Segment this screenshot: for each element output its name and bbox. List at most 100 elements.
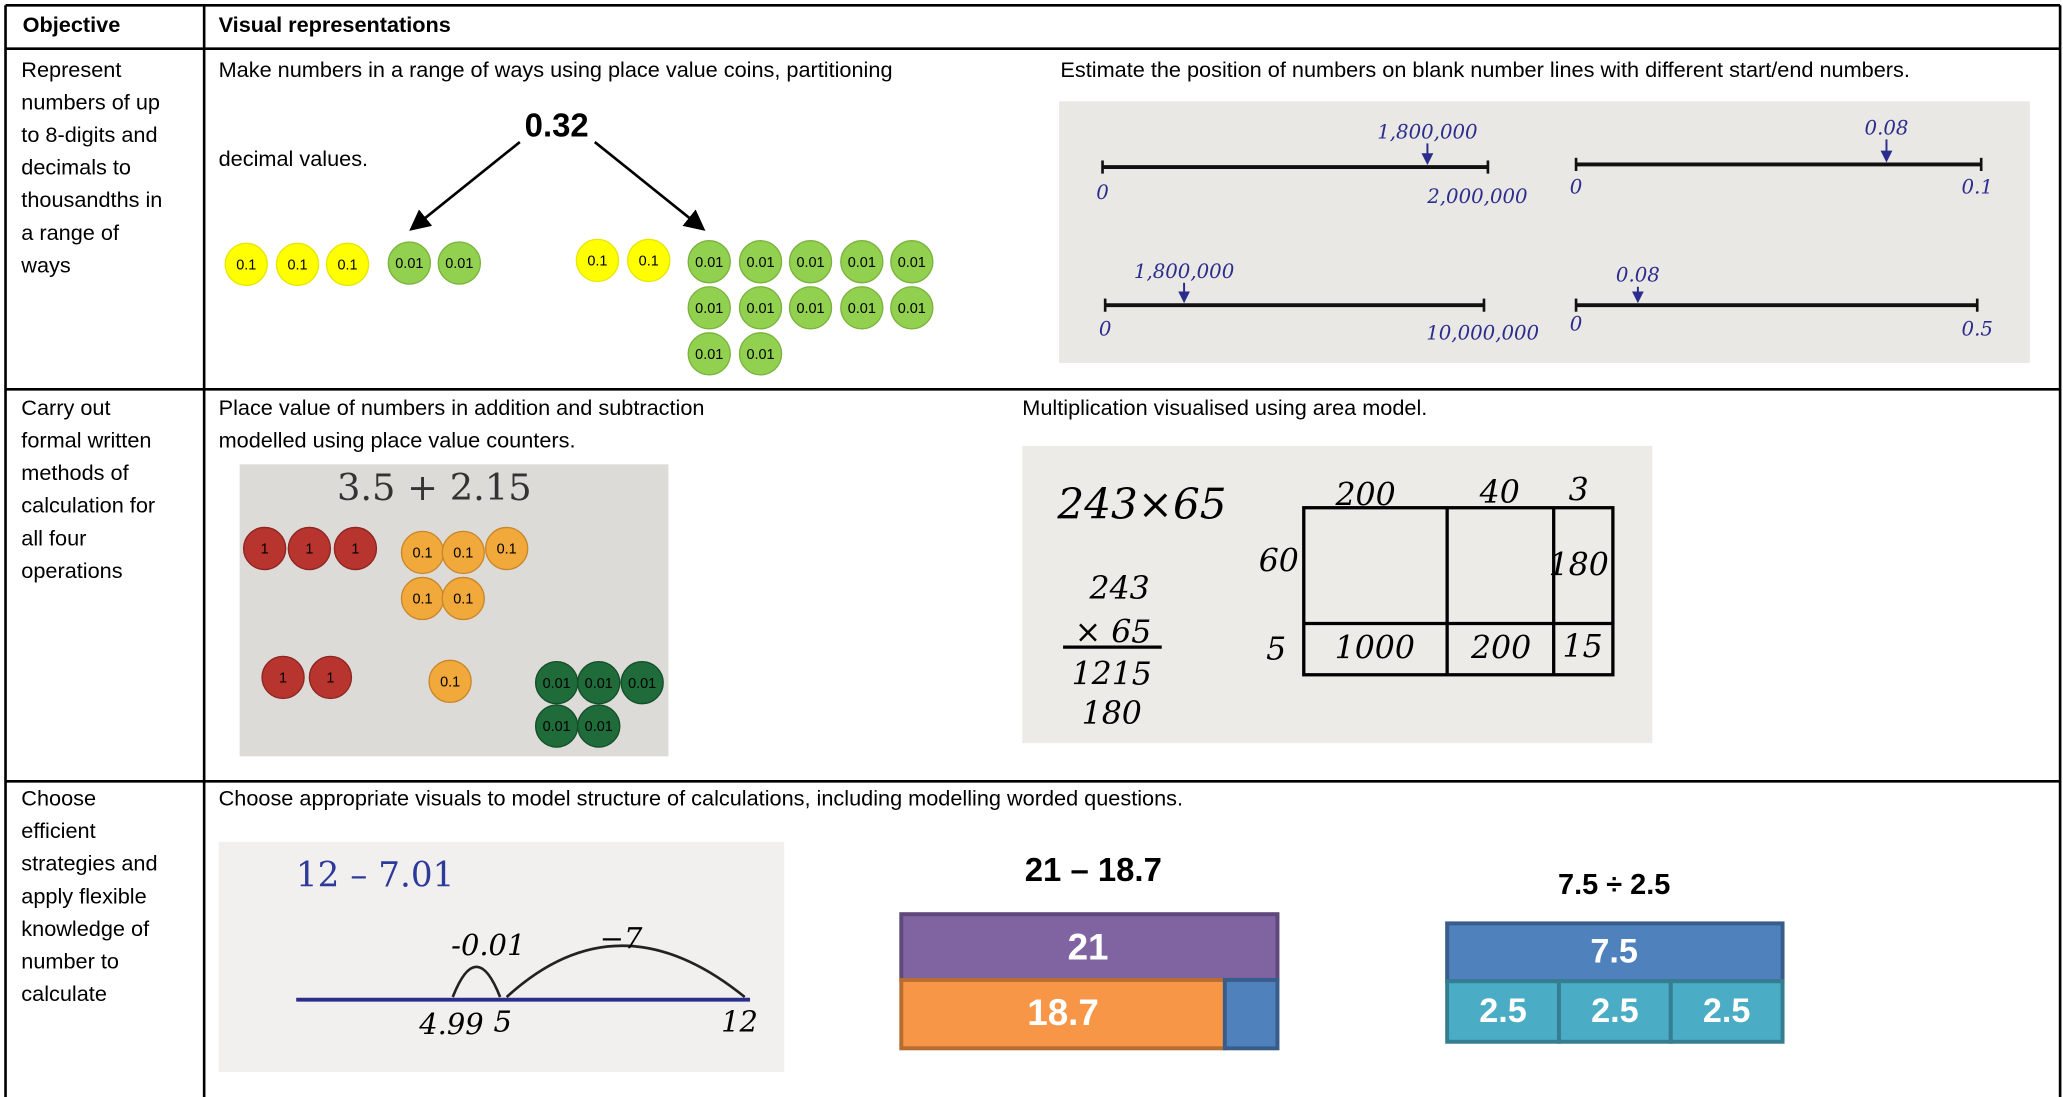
coin bbox=[890, 240, 934, 284]
coin bbox=[840, 240, 884, 284]
caption: decimal values. bbox=[219, 146, 368, 171]
bar-label: 2.5 bbox=[1703, 992, 1751, 1030]
coin bbox=[441, 530, 485, 575]
mark-label: 1,800,000 bbox=[1134, 260, 1234, 283]
coin-label: 0.01 bbox=[746, 301, 774, 317]
objective-text: a range of bbox=[21, 220, 120, 245]
division-parts: 2.5 2.5 2.5 bbox=[1445, 979, 1785, 1044]
area-row: 5 bbox=[1266, 632, 1286, 668]
objective-text: methods of bbox=[21, 460, 129, 485]
generated: Represent numbers of up to 8-digits and dec… bbox=[20, 57, 934, 1006]
end-label: 0.1 bbox=[1962, 176, 1993, 199]
objective-text: numbers of up bbox=[21, 89, 160, 114]
area-column: 200 bbox=[1334, 478, 1395, 514]
bar-label: 2.5 bbox=[1591, 992, 1639, 1030]
mark-label: 1,800,000 bbox=[1377, 120, 1477, 143]
coin bbox=[441, 576, 485, 621]
end-label: 0.5 bbox=[1962, 318, 1993, 341]
photo bbox=[218, 841, 785, 1073]
arrow bbox=[593, 141, 706, 231]
objective-text: knowledge of bbox=[21, 916, 150, 941]
objective-text: formal written bbox=[21, 427, 151, 452]
start-label: 0 bbox=[1099, 318, 1112, 341]
objective-text: to 8-digits and bbox=[21, 122, 157, 147]
coin bbox=[738, 286, 783, 330]
objective-text: efficient bbox=[21, 818, 95, 843]
coin-label: 0.01 bbox=[695, 255, 723, 271]
coin-label: 0.01 bbox=[445, 256, 473, 272]
area-cell: 15 bbox=[1563, 629, 1603, 665]
point-label: 4.99 bbox=[418, 1007, 483, 1041]
caption: modelled using place value counters. bbox=[219, 428, 576, 453]
coin bbox=[890, 286, 934, 330]
objective-text: ways bbox=[20, 252, 71, 277]
objective-text: decimals to bbox=[21, 155, 131, 180]
coin bbox=[275, 242, 320, 287]
end-label: 10,000,000 bbox=[1426, 322, 1539, 345]
column-method: 243 bbox=[1089, 571, 1150, 607]
column-method: × 65 bbox=[1075, 614, 1152, 650]
coin bbox=[575, 238, 620, 283]
caption: Make numbers in a range of ways using pl… bbox=[219, 57, 893, 82]
objective-text: Choose bbox=[21, 785, 96, 810]
coin-label: 0.01 bbox=[628, 676, 656, 692]
coin bbox=[484, 526, 529, 571]
objective-text: operations bbox=[21, 558, 122, 583]
coin bbox=[333, 526, 378, 571]
jump-label: −7 bbox=[600, 921, 643, 955]
caption: Place value of numbers in addition and s… bbox=[219, 395, 705, 420]
number: 0.32 bbox=[525, 106, 589, 143]
coin-label: 0.01 bbox=[796, 255, 824, 271]
caption: Estimate the position of numbers on blan… bbox=[1060, 57, 1909, 82]
bar-label: 7.5 bbox=[1590, 933, 1638, 971]
coin-label: 0.01 bbox=[585, 676, 613, 692]
coin bbox=[627, 238, 671, 283]
problem: 243×65 bbox=[1056, 480, 1226, 529]
coin-label: 0.01 bbox=[746, 347, 774, 363]
coin-label: 1 bbox=[261, 542, 269, 558]
coin-label: 0.01 bbox=[695, 301, 723, 317]
coin-label: 0.01 bbox=[848, 255, 876, 271]
coin-label: 0.1 bbox=[236, 258, 256, 274]
coin bbox=[687, 240, 731, 284]
bar-part bbox=[1668, 979, 1785, 1044]
end-label: 2,000,000 bbox=[1426, 185, 1527, 208]
bar-title: 21 – 18.7 bbox=[1025, 851, 1162, 888]
coin-label: 1 bbox=[326, 671, 334, 687]
column-method: 180 bbox=[1082, 696, 1142, 732]
coin bbox=[261, 655, 305, 700]
number-lines: 0 2,000,000 1,800,000 0 0.1 0.08 0 10,000,000 1,… bbox=[1096, 116, 1993, 344]
coin-label: 0.1 bbox=[287, 258, 307, 274]
coin-label: 0.1 bbox=[497, 542, 517, 558]
coin-label: 1 bbox=[305, 542, 313, 558]
header-cell: Objective bbox=[23, 12, 121, 37]
coin bbox=[738, 332, 783, 376]
start-label: 0 bbox=[1570, 312, 1583, 335]
coin bbox=[242, 526, 287, 571]
objective-text: apply flexible bbox=[21, 883, 146, 908]
objective-text: calculate bbox=[21, 981, 107, 1006]
objective-text: thousandths in bbox=[21, 187, 162, 212]
objective-text: number to bbox=[21, 949, 119, 974]
coin-label: 0.01 bbox=[898, 255, 926, 271]
objective-text: strategies and bbox=[21, 851, 157, 876]
coin-label: 0.01 bbox=[898, 301, 926, 317]
coin-label: 0.01 bbox=[395, 256, 423, 272]
coin-label: 0.1 bbox=[453, 592, 473, 608]
jumps bbox=[451, 944, 746, 999]
coin bbox=[738, 240, 783, 284]
caption: Multiplication visualised using area mod… bbox=[1022, 395, 1427, 420]
arrow bbox=[409, 141, 521, 231]
bar-part bbox=[1445, 979, 1561, 1044]
sum: 3.5 + 2.15 bbox=[337, 466, 532, 509]
coin-label: 0.1 bbox=[587, 254, 607, 270]
mark-label: 0.08 bbox=[1865, 116, 1909, 139]
coin-label: 0.01 bbox=[848, 301, 876, 317]
coin-label: 0.1 bbox=[412, 546, 432, 562]
point-label: 12 bbox=[721, 1004, 758, 1038]
bar-label: 2.5 bbox=[1479, 992, 1527, 1030]
area-cell: 200 bbox=[1470, 630, 1531, 666]
coin-label: 0.1 bbox=[412, 592, 432, 608]
